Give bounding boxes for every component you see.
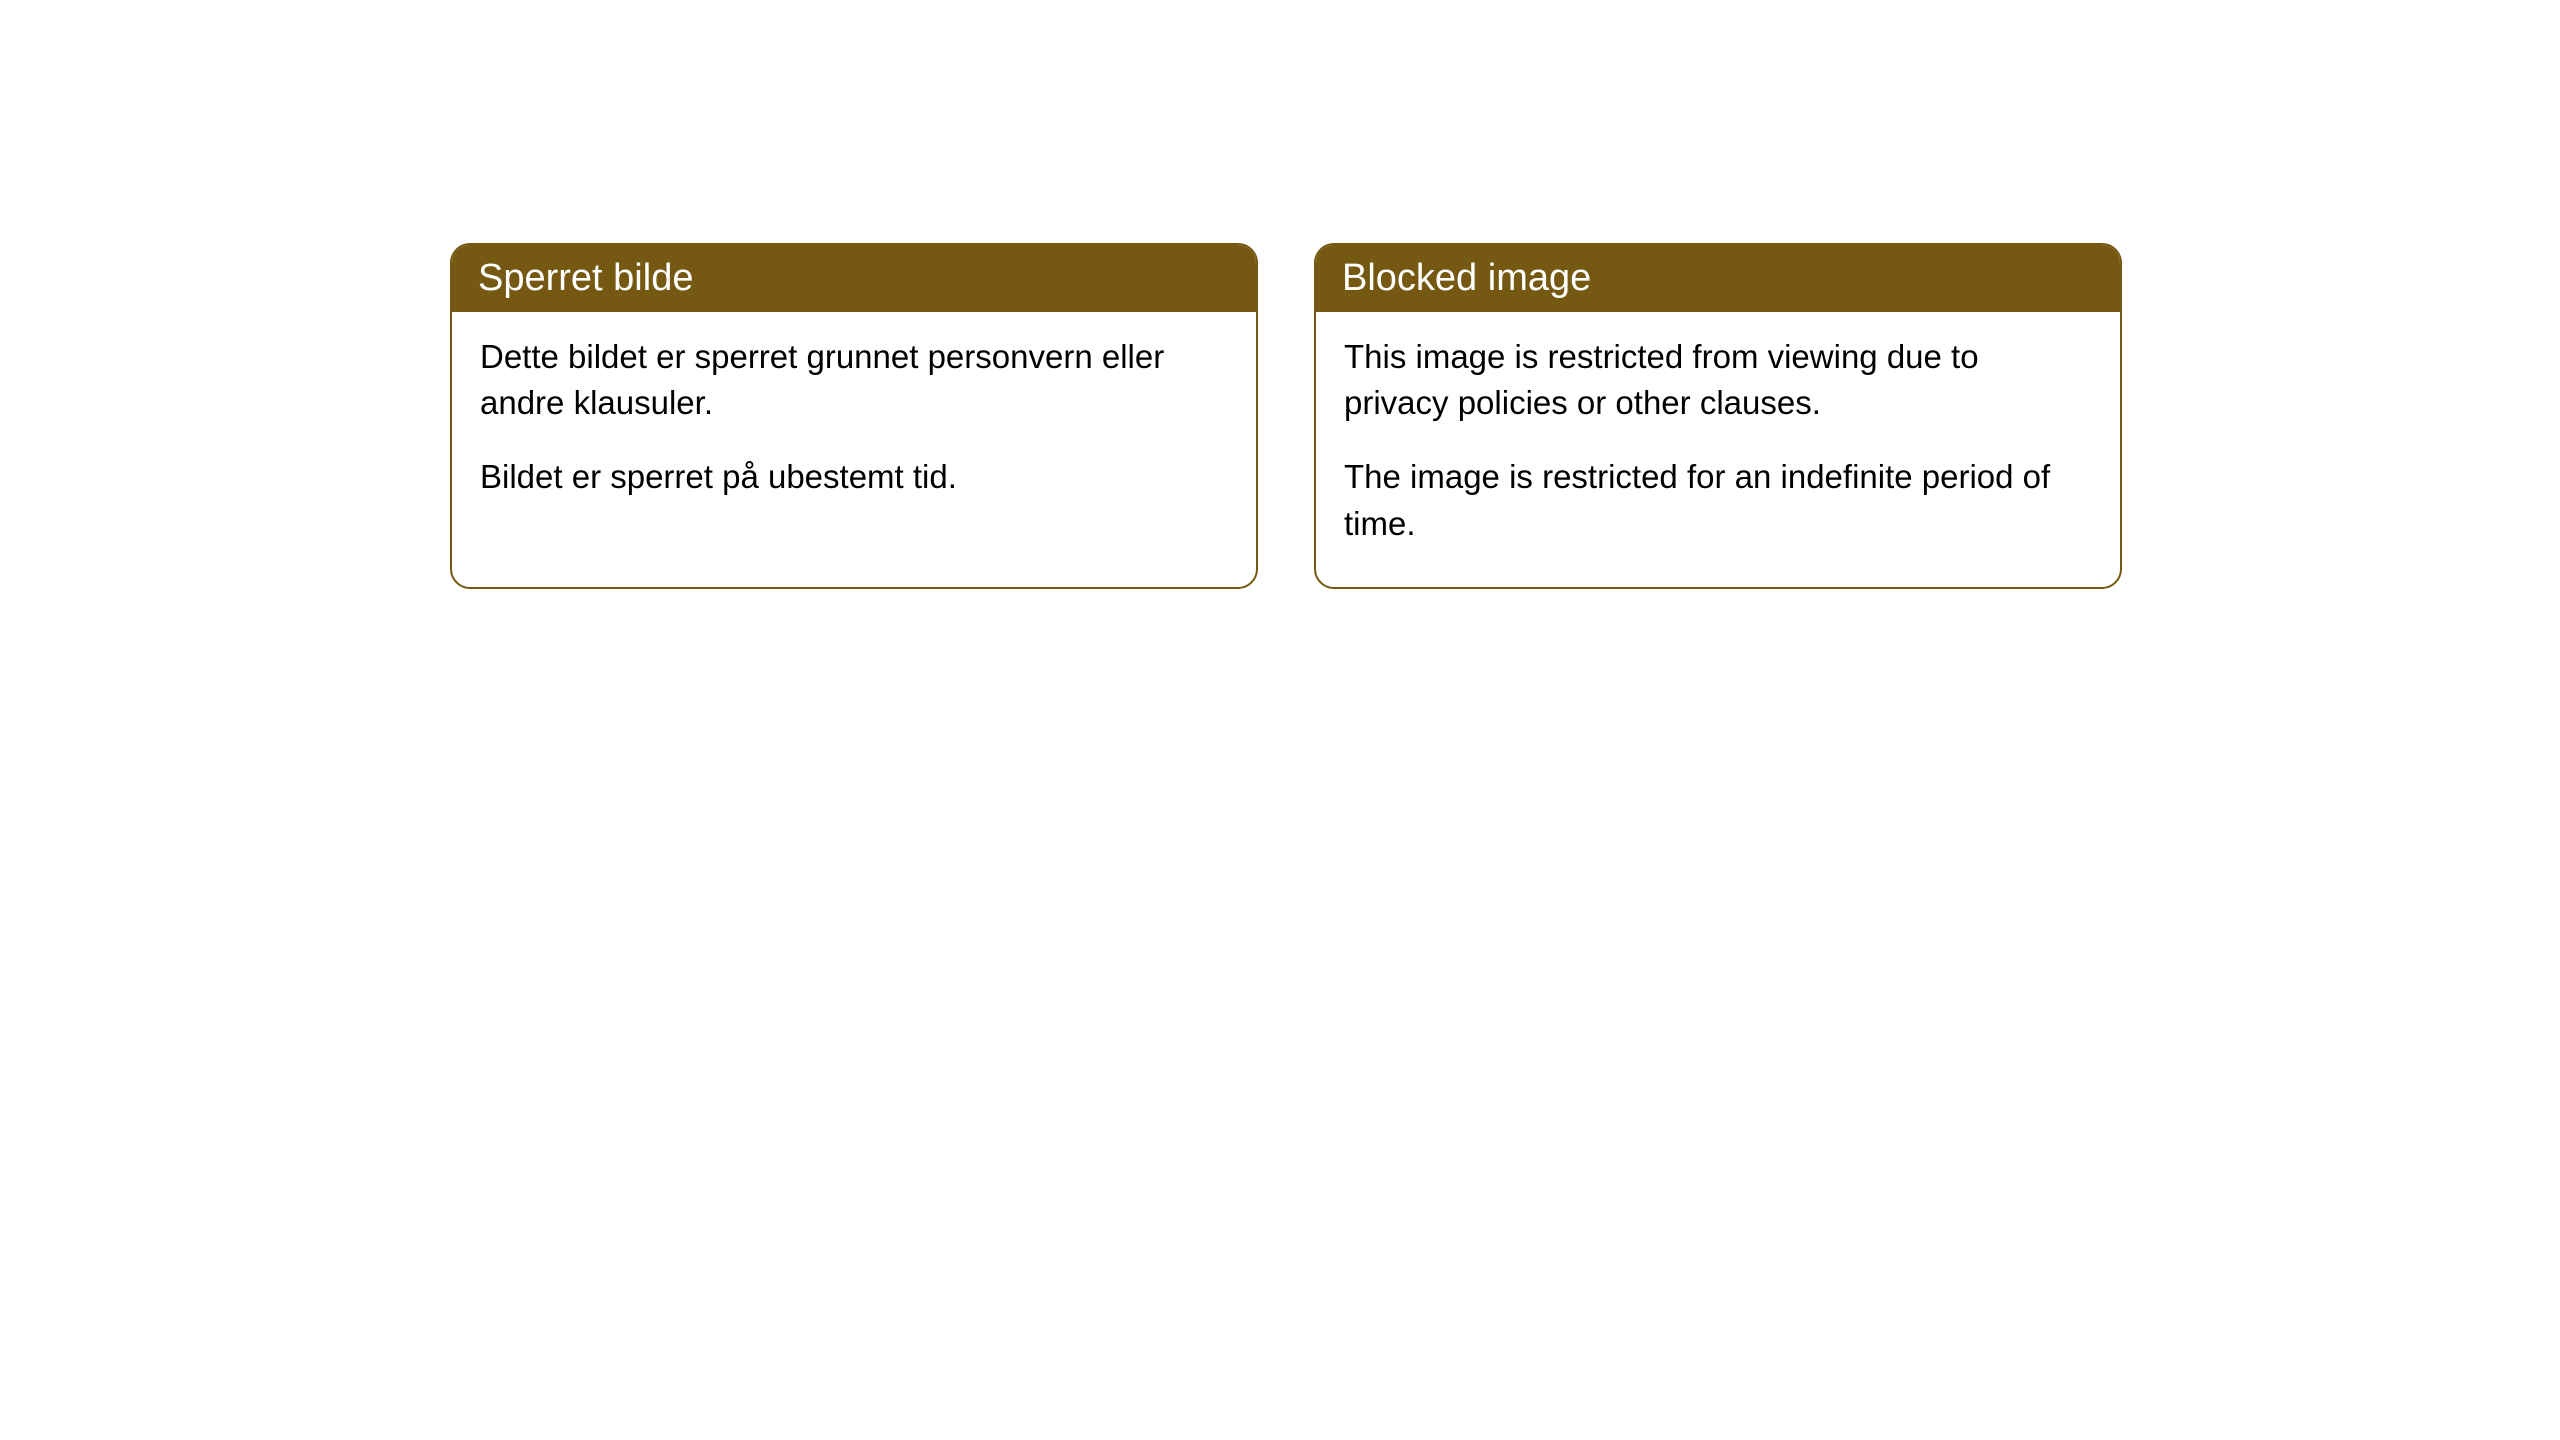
card-paragraph-1: This image is restricted from viewing du… bbox=[1344, 334, 2092, 426]
card-title: Sperret bilde bbox=[478, 257, 693, 299]
message-cards-container: Sperret bilde Dette bildet er sperret gr… bbox=[450, 243, 2122, 589]
card-paragraph-1: Dette bildet er sperret grunnet personve… bbox=[480, 334, 1228, 426]
card-header-norwegian: Sperret bilde bbox=[452, 245, 1256, 312]
blocked-image-card-norwegian: Sperret bilde Dette bildet er sperret gr… bbox=[450, 243, 1258, 589]
card-header-english: Blocked image bbox=[1316, 245, 2120, 312]
card-paragraph-2: Bildet er sperret på ubestemt tid. bbox=[480, 454, 1228, 500]
card-title: Blocked image bbox=[1342, 257, 1591, 299]
card-body-english: This image is restricted from viewing du… bbox=[1316, 312, 2120, 587]
blocked-image-card-english: Blocked image This image is restricted f… bbox=[1314, 243, 2122, 589]
card-body-norwegian: Dette bildet er sperret grunnet personve… bbox=[452, 312, 1256, 541]
card-paragraph-2: The image is restricted for an indefinit… bbox=[1344, 454, 2092, 546]
